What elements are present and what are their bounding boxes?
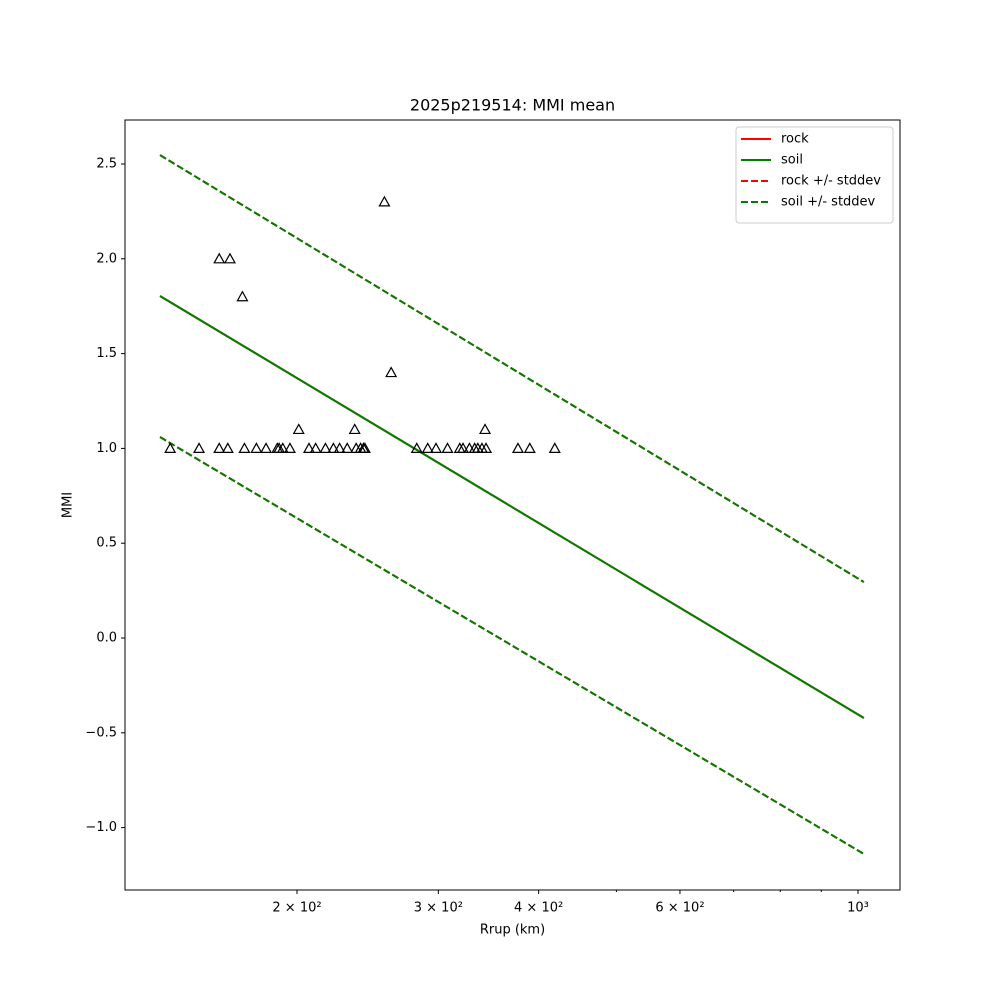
- marker: [193, 442, 206, 454]
- marker: [341, 442, 354, 454]
- x-tick-label: 3 × 10²: [414, 901, 463, 916]
- x-axis-label: Rrup (km): [480, 923, 545, 938]
- series-line: [159, 436, 865, 855]
- marker: [548, 442, 561, 454]
- axes-frame: [124, 119, 901, 891]
- marker: [327, 442, 340, 454]
- chart-title: 2025p219514: MMI mean: [410, 96, 615, 115]
- marker: [236, 290, 249, 302]
- series-line: [159, 295, 865, 719]
- marker: [421, 442, 434, 454]
- marker: [385, 366, 398, 378]
- marker: [333, 442, 346, 454]
- marker: [213, 442, 226, 454]
- marker: [221, 442, 234, 454]
- marker: [213, 252, 226, 264]
- marker: [479, 423, 492, 435]
- x-tick-label: 6 × 10²: [655, 901, 704, 916]
- y-tick-label: 0.0: [96, 631, 117, 646]
- x-tick-label: 4 × 10²: [514, 901, 563, 916]
- marker: [511, 442, 525, 454]
- y-tick-label: −0.5: [85, 725, 117, 740]
- y-tick-label: 0.5: [96, 536, 117, 551]
- marker: [302, 442, 316, 454]
- legend-label: soil: [781, 153, 803, 168]
- marker: [358, 442, 371, 454]
- plot-area: [159, 154, 865, 855]
- legend-label: soil +/- stddev: [781, 195, 876, 210]
- legend-label: rock: [781, 132, 809, 147]
- marker: [480, 442, 493, 454]
- y-tick-label: −1.0: [85, 820, 117, 835]
- marker: [348, 423, 361, 435]
- marker: [238, 442, 251, 454]
- marker: [410, 442, 423, 454]
- marker: [276, 442, 289, 454]
- marker: [429, 442, 443, 454]
- marker: [260, 442, 273, 454]
- y-tick-label: 2.0: [96, 251, 117, 266]
- y-tick-label: 1.0: [96, 441, 117, 456]
- marker: [309, 442, 322, 454]
- legend-box: [735, 126, 894, 224]
- y-tick-label: 1.5: [96, 346, 117, 361]
- marker: [523, 442, 536, 454]
- marker: [250, 442, 263, 454]
- y-tick-label: 2.5: [96, 156, 117, 171]
- marker: [378, 195, 391, 207]
- marker: [283, 442, 296, 454]
- series-line: [159, 154, 865, 583]
- legend-label: rock +/- stddev: [781, 174, 881, 189]
- marker: [292, 423, 305, 435]
- marker: [441, 442, 454, 454]
- x-tick-label: 2 × 10²: [272, 901, 321, 916]
- x-tick-label: 10³: [847, 901, 869, 916]
- marker: [164, 442, 177, 454]
- y-axis-label: MMI: [61, 492, 76, 518]
- marker: [319, 442, 332, 454]
- marker: [223, 252, 236, 264]
- marker: [456, 442, 470, 454]
